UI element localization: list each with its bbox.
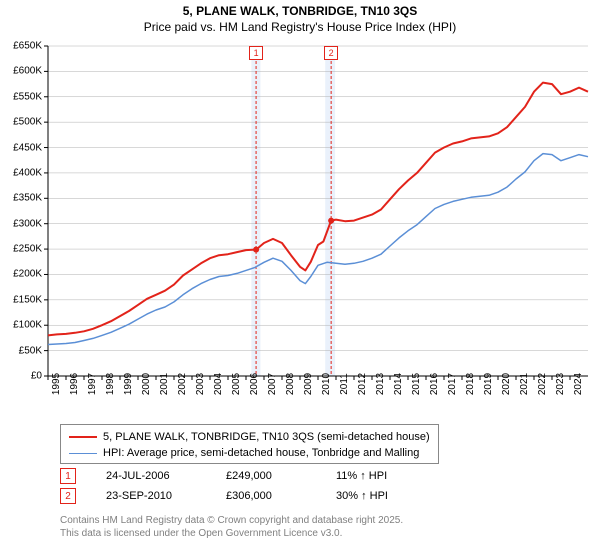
x-axis-tick-label: 2015	[411, 373, 422, 395]
y-axis-tick-label: £400K	[2, 167, 42, 178]
legend-item: HPI: Average price, semi-detached house,…	[69, 445, 430, 461]
x-axis-tick-label: 2020	[501, 373, 512, 395]
sale-date: 24-JUL-2006	[106, 470, 226, 482]
y-axis-tick-label: £350K	[2, 193, 42, 204]
x-axis-tick-label: 2009	[303, 373, 314, 395]
x-axis-tick-label: 2021	[519, 373, 530, 395]
x-axis-tick-label: 2006	[249, 373, 260, 395]
x-axis-tick-label: 1995	[51, 373, 62, 395]
annotation-marker: 2	[324, 46, 338, 60]
x-axis-tick-label: 2018	[465, 373, 476, 395]
y-axis-tick-label: £0	[2, 371, 42, 382]
x-axis-tick-label: 2012	[357, 373, 368, 395]
table-row: 1 24-JUL-2006 £249,000 11% ↑ HPI	[60, 466, 446, 486]
y-axis-tick-label: £600K	[2, 66, 42, 77]
footer-attribution: Contains HM Land Registry data © Crown c…	[60, 514, 403, 540]
legend: 5, PLANE WALK, TONBRIDGE, TN10 3QS (semi…	[60, 424, 439, 464]
x-axis-tick-label: 2008	[285, 373, 296, 395]
sale-price: £306,000	[226, 490, 336, 502]
legend-label: HPI: Average price, semi-detached house,…	[103, 447, 419, 459]
x-axis-tick-label: 2011	[339, 373, 350, 395]
x-axis-tick-label: 2003	[195, 373, 206, 395]
sale-date: 23-SEP-2010	[106, 490, 226, 502]
legend-label: 5, PLANE WALK, TONBRIDGE, TN10 3QS (semi…	[103, 431, 430, 443]
x-axis-tick-label: 2005	[231, 373, 242, 395]
x-axis-tick-label: 2007	[267, 373, 278, 395]
y-axis-tick-label: £650K	[2, 41, 42, 52]
y-axis-tick-label: £150K	[2, 294, 42, 305]
sale-price: £249,000	[226, 470, 336, 482]
legend-swatch	[69, 436, 97, 438]
x-axis-tick-label: 1996	[69, 373, 80, 395]
y-axis-tick-label: £250K	[2, 244, 42, 255]
x-axis-tick-label: 2013	[375, 373, 386, 395]
footer-line: Contains HM Land Registry data © Crown c…	[60, 514, 403, 527]
chart-title-line1: 5, PLANE WALK, TONBRIDGE, TN10 3QS	[0, 0, 600, 20]
chart-container: 5, PLANE WALK, TONBRIDGE, TN10 3QS Price…	[0, 0, 600, 560]
x-axis-tick-label: 2016	[429, 373, 440, 395]
y-axis-tick-label: £300K	[2, 218, 42, 229]
x-axis-tick-label: 2023	[555, 373, 566, 395]
y-axis-tick-label: £450K	[2, 142, 42, 153]
x-axis-tick-label: 2004	[213, 373, 224, 395]
x-axis-tick-label: 1999	[123, 373, 134, 395]
y-axis-tick-label: £100K	[2, 320, 42, 331]
x-axis-tick-label: 2002	[177, 373, 188, 395]
x-axis-tick-label: 2000	[141, 373, 152, 395]
y-axis-tick-label: £550K	[2, 91, 42, 102]
y-axis-tick-label: £500K	[2, 117, 42, 128]
y-axis-tick-label: £200K	[2, 269, 42, 280]
y-axis-tick-label: £50K	[2, 345, 42, 356]
chart-title-line2: Price paid vs. HM Land Registry's House …	[0, 20, 600, 36]
x-axis-tick-label: 2019	[483, 373, 494, 395]
x-axis-tick-label: 2001	[159, 373, 170, 395]
annotation-marker: 1	[249, 46, 263, 60]
sale-marker-icon: 2	[60, 488, 76, 504]
x-axis-tick-label: 2014	[393, 373, 404, 395]
footer-line: This data is licensed under the Open Gov…	[60, 527, 403, 540]
x-axis-tick-label: 2024	[573, 373, 584, 395]
sale-hpi: 30% ↑ HPI	[336, 490, 446, 502]
sale-marker-icon: 1	[60, 468, 76, 484]
line-chart-svg	[0, 38, 600, 420]
legend-item: 5, PLANE WALK, TONBRIDGE, TN10 3QS (semi…	[69, 429, 430, 445]
sale-hpi: 11% ↑ HPI	[336, 470, 446, 482]
x-axis-tick-label: 1997	[87, 373, 98, 395]
x-axis-tick-label: 2010	[321, 373, 332, 395]
x-axis-tick-label: 2022	[537, 373, 548, 395]
x-axis-tick-label: 2017	[447, 373, 458, 395]
sales-table: 1 24-JUL-2006 £249,000 11% ↑ HPI 2 23-SE…	[60, 466, 446, 506]
chart-area: £0 £50K £100K £150K £200K £250K £300K £350K £400…	[0, 38, 600, 420]
table-row: 2 23-SEP-2010 £306,000 30% ↑ HPI	[60, 486, 446, 506]
x-axis-tick-label: 1998	[105, 373, 116, 395]
legend-swatch	[69, 453, 97, 454]
